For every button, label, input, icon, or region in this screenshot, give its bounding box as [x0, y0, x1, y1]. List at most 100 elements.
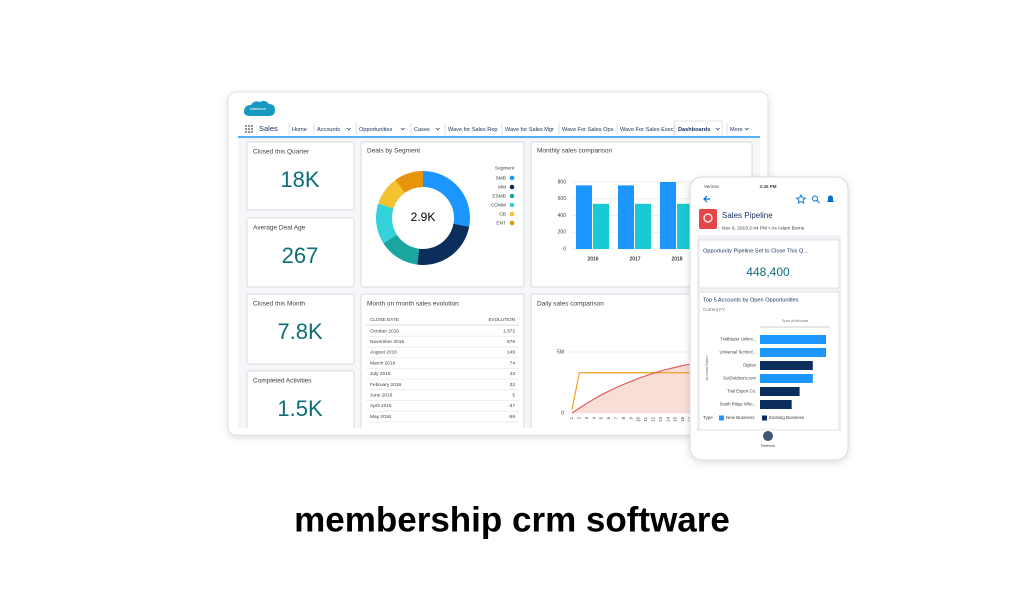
phone-title: Sales Pipeline	[722, 211, 773, 220]
x-tick-label: 7	[614, 416, 619, 419]
bar	[760, 400, 792, 409]
card	[246, 217, 355, 288]
card-title: Month on month sales evolution	[367, 301, 459, 308]
chevron	[715, 127, 720, 131]
chevron	[346, 127, 351, 131]
phone-card	[698, 239, 840, 289]
x-tick-label: 16	[680, 416, 685, 421]
line	[571, 372, 691, 410]
x-tick-label: 1	[569, 416, 574, 419]
nav-tab[interactable]: Dashboards	[678, 127, 710, 133]
table-cell: 149	[507, 350, 515, 356]
legend-title: Segment	[495, 165, 515, 171]
kpi-value: 448,400	[746, 265, 790, 279]
nav-tab[interactable]: Cases	[414, 127, 430, 133]
chevron	[400, 127, 405, 131]
legend-label: SMB	[496, 175, 506, 181]
bar	[760, 361, 813, 370]
bar	[677, 203, 693, 249]
table-cell: -37	[508, 403, 515, 409]
nav-tab[interactable]: Wave for Sales Rep	[448, 127, 498, 133]
legend-swatch	[509, 193, 515, 199]
legend-title: Type	[703, 415, 713, 420]
bar	[660, 182, 676, 249]
nav-tab[interactable]: Wave For Sales Ops	[562, 127, 614, 133]
chart-title: Top 5 Accounts by Open Opportunities	[703, 297, 799, 303]
x-tick-label: 10	[636, 416, 641, 421]
dashboard-icon	[703, 213, 713, 223]
card	[246, 370, 355, 428]
area	[572, 364, 691, 413]
x-tick-label: 13	[658, 416, 663, 421]
donut-slice	[423, 171, 470, 227]
search-icon[interactable]	[812, 195, 818, 202]
y-axis-title: Account Name	[705, 356, 709, 381]
x-tick-label: 2017	[629, 256, 640, 262]
bar	[618, 185, 634, 249]
nav-tab[interactable]: More	[730, 127, 743, 133]
x-tick-label: 2	[577, 416, 582, 419]
nav-tab[interactable]: Wave For Sales Exec	[620, 127, 674, 133]
account-label: GetOutdoors.com	[723, 376, 757, 381]
table-cell: -59	[508, 414, 515, 420]
nav-tab[interactable]: Accounts	[317, 127, 340, 133]
legend-label: MM	[498, 184, 506, 190]
metric-value: 267	[282, 243, 319, 268]
card	[246, 141, 355, 211]
back-icon[interactable]	[703, 195, 710, 203]
y-tick-label: 0	[563, 246, 566, 252]
y-tick-label: 0	[561, 410, 564, 416]
donut-slice	[376, 203, 397, 244]
nav-tab[interactable]: Opportunities	[359, 127, 392, 133]
x-tick-label: 8	[621, 416, 626, 419]
card-title: Daily sales comparison	[537, 301, 604, 308]
y-tick-label: 5M	[557, 349, 564, 355]
x-tick-label: 2018	[671, 256, 682, 262]
x-tick-label: 4	[591, 416, 596, 419]
nav-tab[interactable]: Home	[292, 127, 307, 133]
metric-value: 18K	[280, 167, 319, 192]
table-cell: November 2016	[370, 339, 404, 345]
table-cell: June 2016	[370, 392, 393, 398]
notification-icon[interactable]	[827, 195, 834, 202]
y-tick-label: 600	[558, 196, 567, 202]
card-title: Deals by Segment	[367, 148, 420, 155]
y-tick-label: 800	[558, 179, 567, 185]
table-cell: March 2016	[370, 360, 396, 366]
kpi-title: Opportunity Pipeline Set to Close This Q…	[703, 248, 808, 254]
legend-label: Existing Business	[769, 415, 805, 420]
account-label: Trail Expert Co.	[727, 389, 756, 394]
legend-swatch	[509, 211, 515, 217]
table-cell: 5	[512, 392, 515, 398]
card-title: Monthly sales comparison	[537, 148, 613, 155]
x-axis-title: Sum of Amount	[782, 319, 809, 323]
table-cell: July 2016	[370, 371, 391, 377]
bar	[760, 387, 800, 396]
clock: 2:45 PM	[759, 184, 776, 189]
favorite-icon[interactable]	[795, 193, 807, 205]
column-header: CLOSE DATE	[370, 317, 399, 322]
x-tick-label: 6	[606, 416, 611, 419]
bar	[576, 185, 592, 249]
logo	[244, 100, 275, 116]
metric-value: 1.5K	[277, 396, 323, 421]
caption: membership crm software	[294, 500, 730, 539]
chart-subtitle: Current FY	[703, 307, 725, 312]
refresh-icon[interactable]	[763, 431, 773, 441]
table-cell: 74	[510, 360, 516, 366]
bar	[593, 203, 609, 249]
phone-subtitle: Nov 9, 2019 2:44 PM • As Adam Burns	[722, 225, 805, 231]
nav-tab[interactable]: Wave for Sales Mgr	[505, 127, 554, 133]
account-label: Trailblazer Unlimi...	[720, 337, 756, 342]
metric-value: 7.8K	[277, 319, 323, 344]
x-tick-label: 12	[651, 416, 656, 421]
legend-label: ENT	[496, 220, 506, 226]
account-label: Universal Technol...	[720, 350, 756, 355]
card	[360, 293, 525, 428]
table-cell: 32	[510, 382, 516, 388]
table-cell: August 2016	[370, 350, 397, 356]
refresh-label[interactable]: Refresh	[761, 443, 775, 448]
